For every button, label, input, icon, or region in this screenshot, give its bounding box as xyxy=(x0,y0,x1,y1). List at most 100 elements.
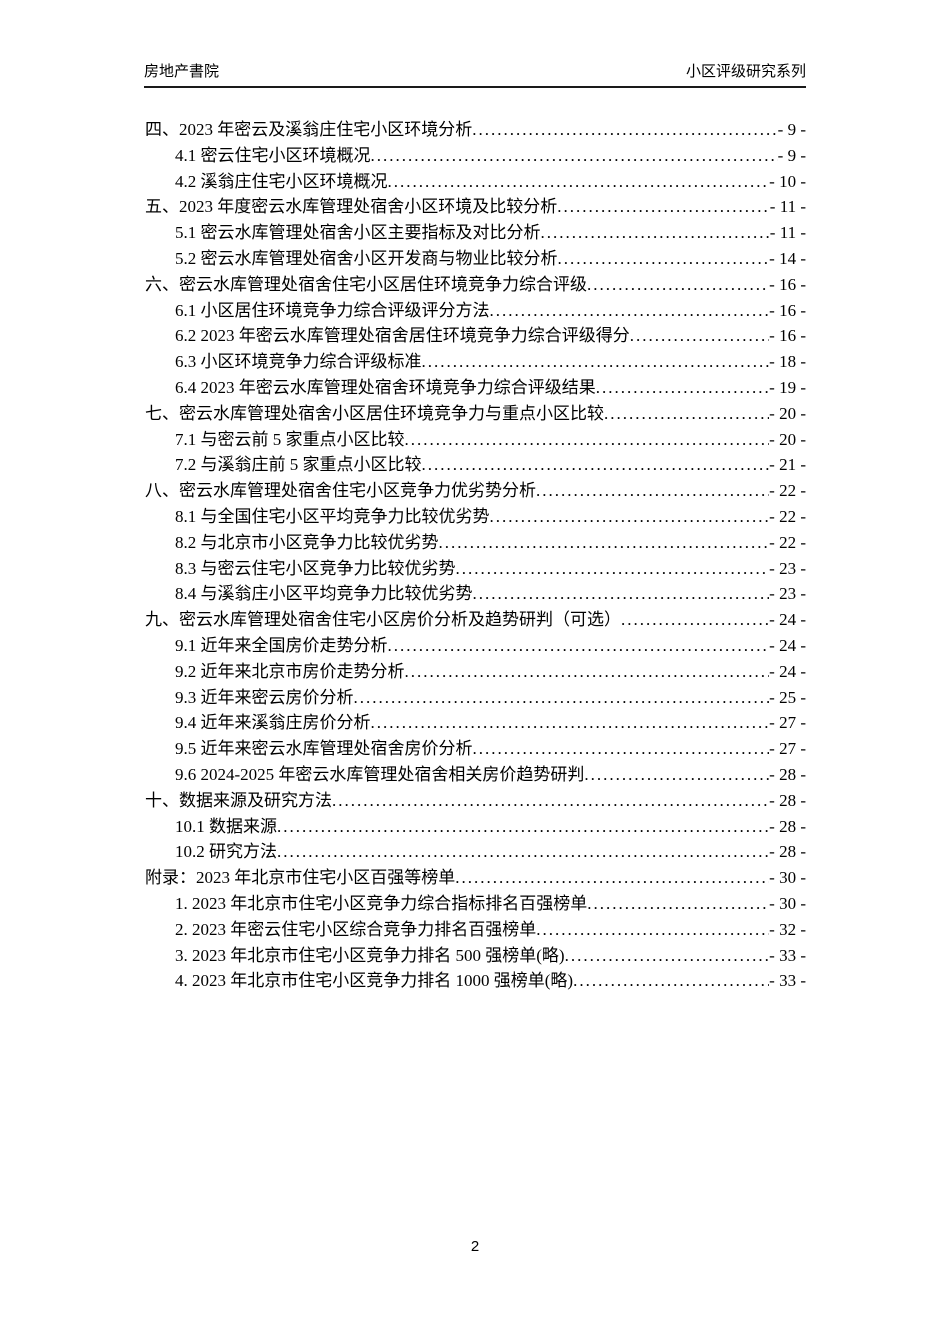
toc-entry-label[interactable]: 6.3 小区环境竞争力综合评级标准 xyxy=(175,352,422,372)
toc-entry[interactable]: 6.3 小区环境竞争力综合评级标准 - 18 - xyxy=(145,349,806,375)
toc-entry-label[interactable]: 9.6 2024-2025 年密云水库管理处宿舍相关房价趋势研判 xyxy=(175,764,585,784)
toc-entry[interactable]: 5.1 密云水库管理处宿舍小区主要指标及对比分析 - 11 - xyxy=(145,220,806,246)
toc-entry[interactable]: 八、密云水库管理处宿舍住宅小区竞争力优劣势分析 - 22 - xyxy=(145,478,806,504)
toc-entry-page: - 22 - xyxy=(769,532,806,552)
toc-entry[interactable]: 附录：2023 年北京市住宅小区百强等榜单 - 30 - xyxy=(145,865,806,891)
toc-entry-label[interactable]: 6.4 2023 年密云水库管理处宿舍环境竞争力综合评级结果 xyxy=(175,377,596,397)
dot-leader xyxy=(455,865,769,891)
toc-entry-label[interactable]: 九、密云水库管理处宿舍住宅小区房价分析及趋势研判（可选） xyxy=(145,610,621,630)
toc-entry-label[interactable]: 9.2 近年来北京市房价走势分析 xyxy=(175,661,405,681)
dot-leader xyxy=(630,323,769,349)
toc-entry-page: - 28 - xyxy=(769,764,806,784)
dot-leader xyxy=(439,530,770,556)
toc-entry-page: - 20 - xyxy=(769,403,806,423)
toc-entry[interactable]: 2. 2023 年密云住宅小区综合竞争力排名百强榜单 - 32 - xyxy=(145,917,806,943)
toc-entry-label[interactable]: 四、2023 年密云及溪翁庄住宅小区环境分析 xyxy=(145,120,473,139)
toc-entry-page: - 24 - xyxy=(769,610,806,630)
toc-entry[interactable]: 4. 2023 年北京市住宅小区竞争力排名 1000 强榜单(略) - 33 - xyxy=(145,968,806,994)
toc-entry-label[interactable]: 4.2 溪翁庄住宅小区环境概况 xyxy=(175,171,388,191)
toc-entry-label[interactable]: 4. 2023 年北京市住宅小区竞争力排名 1000 强榜单(略) xyxy=(175,971,574,991)
toc-entry-page: - 28 - xyxy=(769,816,806,836)
toc-entry-label[interactable]: 9.1 近年来全国房价走势分析 xyxy=(175,635,388,655)
toc-entry[interactable]: 六、密云水库管理处宿舍住宅小区居住环境竞争力综合评级 - 16 - xyxy=(145,272,806,298)
toc-entry-label[interactable]: 9.3 近年来密云房价分析 xyxy=(175,687,354,707)
toc-entry-label[interactable]: 五、2023 年度密云水库管理处宿舍小区环境及比较分析 xyxy=(145,197,558,217)
dot-leader xyxy=(587,272,769,298)
toc-entry-page: - 19 - xyxy=(769,377,806,397)
toc-entry[interactable]: 十、数据来源及研究方法 - 28 - xyxy=(145,788,806,814)
toc-entry[interactable]: 8.4 与溪翁庄小区平均竞争力比较优劣势 - 23 - xyxy=(145,581,806,607)
dot-leader xyxy=(277,814,769,840)
dot-leader xyxy=(354,685,770,711)
toc-entry[interactable]: 8.2 与北京市小区竞争力比较优劣势 - 22 - xyxy=(145,530,806,556)
toc-entry-label[interactable]: 10.1 数据来源 xyxy=(175,816,277,836)
toc-entry-page: - 24 - xyxy=(769,661,806,681)
toc-entry[interactable]: 9.2 近年来北京市房价走势分析 - 24 - xyxy=(145,659,806,685)
toc-entry-page: - 9 - xyxy=(777,145,806,165)
dot-leader xyxy=(456,556,770,582)
toc-entry-label[interactable]: 十、数据来源及研究方法 xyxy=(145,790,332,810)
toc-entry-label[interactable]: 4.1 密云住宅小区环境概况 xyxy=(175,145,371,165)
toc-entry[interactable]: 4.2 溪翁庄住宅小区环境概况 - 10 - xyxy=(145,169,806,195)
toc-entry-label[interactable]: 七、密云水库管理处宿舍小区居住环境竞争力与重点小区比较 xyxy=(145,403,604,423)
toc-entry[interactable]: 9.4 近年来溪翁庄房价分析 - 27 - xyxy=(145,710,806,736)
toc-entry-page: - 27 - xyxy=(769,739,806,759)
toc-entry[interactable]: 九、密云水库管理处宿舍住宅小区房价分析及趋势研判（可选） - 24 - xyxy=(145,607,806,633)
toc-entry[interactable]: 3. 2023 年北京市住宅小区竞争力排名 500 强榜单(略) - 33 - xyxy=(145,943,806,969)
dot-leader xyxy=(596,375,769,401)
toc-entry-page: - 22 - xyxy=(769,506,806,526)
dot-leader xyxy=(277,839,769,865)
toc-entry-label[interactable]: 六、密云水库管理处宿舍住宅小区居住环境竞争力综合评级 xyxy=(145,274,587,294)
toc-entry-label[interactable]: 10.2 研究方法 xyxy=(175,842,277,862)
toc-entry[interactable]: 1. 2023 年北京市住宅小区竞争力综合指标排名百强榜单 - 30 - xyxy=(145,891,806,917)
toc-entry-label[interactable]: 2. 2023 年密云住宅小区综合竞争力排名百强榜单 xyxy=(175,919,537,939)
toc-entry[interactable]: 5.2 密云水库管理处宿舍小区开发商与物业比较分析 - 14 - xyxy=(145,246,806,272)
toc-entry[interactable]: 9.1 近年来全国房价走势分析 - 24 - xyxy=(145,633,806,659)
toc-entry-page: - 30 - xyxy=(769,868,806,888)
toc-entry-label[interactable]: 5.1 密云水库管理处宿舍小区主要指标及对比分析 xyxy=(175,223,541,243)
toc-entry[interactable]: 10.2 研究方法 - 28 - xyxy=(145,839,806,865)
toc-entry[interactable]: 10.1 数据来源 - 28 - xyxy=(145,814,806,840)
toc-entry[interactable]: 8.1 与全国住宅小区平均竞争力比较优劣势 - 22 - xyxy=(145,504,806,530)
toc-entry-label[interactable]: 6.2 2023 年密云水库管理处宿舍居住环境竞争力综合评级得分 xyxy=(175,326,630,346)
toc-entry[interactable]: 七、密云水库管理处宿舍小区居住环境竞争力与重点小区比较 - 20 - xyxy=(145,401,806,427)
toc-entry-label[interactable]: 附录：2023 年北京市住宅小区百强等榜单 xyxy=(145,868,456,888)
toc-entry[interactable]: 9.5 近年来密云水库管理处宿舍房价分析 - 27 - xyxy=(145,736,806,762)
dot-leader xyxy=(604,401,769,427)
toc-entry[interactable]: 6.4 2023 年密云水库管理处宿舍环境竞争力综合评级结果 - 19 - xyxy=(145,375,806,401)
toc-entry-page: - 16 - xyxy=(769,274,806,294)
toc-entry-label[interactable]: 8.2 与北京市小区竞争力比较优劣势 xyxy=(175,532,439,552)
toc-entry-label[interactable]: 8.1 与全国住宅小区平均竞争力比较优劣势 xyxy=(175,506,490,526)
toc-entry-label[interactable]: 7.1 与密云前 5 家重点小区比较 xyxy=(175,429,405,449)
dot-leader xyxy=(422,349,770,375)
toc-entry-label[interactable]: 9.4 近年来溪翁庄房价分析 xyxy=(175,713,371,733)
toc-entry-label[interactable]: 8.4 与溪翁庄小区平均竞争力比较优劣势 xyxy=(175,584,473,604)
toc-entry-page: - 28 - xyxy=(769,842,806,862)
toc-entry-label[interactable]: 1. 2023 年北京市住宅小区竞争力综合指标排名百强榜单 xyxy=(175,893,588,913)
toc-entry[interactable]: 4.1 密云住宅小区环境概况 - 9 - xyxy=(145,143,806,169)
toc-entry-label[interactable]: 5.2 密云水库管理处宿舍小区开发商与物业比较分析 xyxy=(175,248,558,268)
dot-leader xyxy=(584,762,769,788)
toc-entry-page: - 18 - xyxy=(769,352,806,372)
toc-entry[interactable]: 6.1 小区居住环境竞争力综合评级评分方法 - 16 - xyxy=(145,298,806,324)
toc-entry-page: - 25 - xyxy=(769,687,806,707)
toc-entry-label[interactable]: 8.3 与密云住宅小区竞争力比较优劣势 xyxy=(175,558,456,578)
toc-entry[interactable]: 8.3 与密云住宅小区竞争力比较优劣势 - 23 - xyxy=(145,556,806,582)
toc-entry[interactable]: 五、2023 年度密云水库管理处宿舍小区环境及比较分析 - 11 - xyxy=(145,194,806,220)
toc-entry-label[interactable]: 9.5 近年来密云水库管理处宿舍房价分析 xyxy=(175,739,473,759)
toc-entry-label[interactable]: 7.2 与溪翁庄前 5 家重点小区比较 xyxy=(175,455,422,475)
toc-entry[interactable]: 9.3 近年来密云房价分析 - 25 - xyxy=(145,685,806,711)
toc-entry-label[interactable]: 6.1 小区居住环境竞争力综合评级评分方法 xyxy=(175,300,490,320)
toc-entry[interactable]: 四、2023 年密云及溪翁庄住宅小区环境分析 - 9 - xyxy=(145,117,806,143)
toc-entry-page: - 16 - xyxy=(769,326,806,346)
toc-entry-page: - 22 - xyxy=(769,481,806,501)
toc-entry[interactable]: 6.2 2023 年密云水库管理处宿舍居住环境竞争力综合评级得分 - 16 - xyxy=(145,323,806,349)
toc-entry[interactable]: 9.6 2024-2025 年密云水库管理处宿舍相关房价趋势研判 - 28 - xyxy=(145,762,806,788)
toc-entry[interactable]: 7.2 与溪翁庄前 5 家重点小区比较 - 21 - xyxy=(145,452,806,478)
toc-entry-page: - 28 - xyxy=(769,790,806,810)
toc-entry[interactable]: 7.1 与密云前 5 家重点小区比较 - 20 - xyxy=(145,427,806,453)
header-right-title: 小区评级研究系列 xyxy=(685,63,806,80)
toc-entry-label[interactable]: 八、密云水库管理处宿舍住宅小区竞争力优劣势分析 xyxy=(145,481,536,501)
toc-entry-label[interactable]: 3. 2023 年北京市住宅小区竞争力排名 500 强榜单(略) xyxy=(175,945,565,965)
toc-entry-page: - 33 - xyxy=(769,971,806,991)
